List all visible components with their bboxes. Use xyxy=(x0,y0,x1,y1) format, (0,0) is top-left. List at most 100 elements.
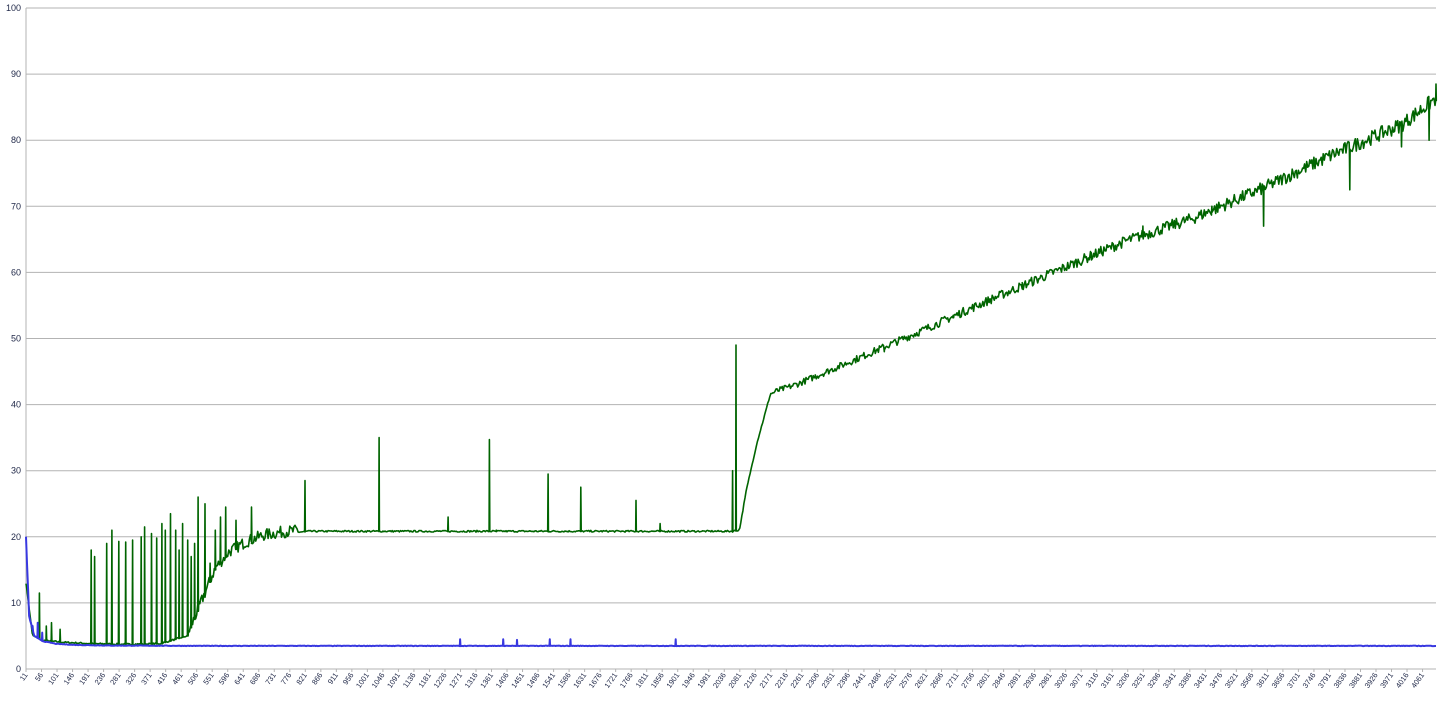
x-tick-label: 1901 xyxy=(664,671,681,690)
x-tick-label: 1451 xyxy=(509,671,526,690)
x-tick-label: 2216 xyxy=(773,671,790,690)
x-tick-label: 2981 xyxy=(1037,671,1054,690)
y-tick-label: 0 xyxy=(16,664,21,674)
y-tick-label: 30 xyxy=(11,466,21,476)
x-tick-label: 2801 xyxy=(975,671,992,690)
x-tick-label: 326 xyxy=(124,671,139,686)
x-tick-label: 1361 xyxy=(478,671,495,690)
x-axis-ticks: 11 56 101 146 191 236 281 326 371 416 461 506 551 596… xyxy=(18,669,1426,690)
x-tick-label: 506 xyxy=(186,671,201,686)
x-tick-label: 1091 xyxy=(385,671,402,690)
x-tick-label: 3701 xyxy=(1285,671,1302,690)
y-tick-label: 100 xyxy=(6,3,21,13)
x-tick-label: 1001 xyxy=(354,671,371,690)
x-tick-label: 2936 xyxy=(1021,671,1038,690)
x-tick-label: 3836 xyxy=(1332,671,1349,690)
y-axis-ticks: 0 10 20 30 40 50 60 70 80 90 100 xyxy=(6,3,21,674)
gridlines xyxy=(25,7,1436,670)
x-tick-label: 1271 xyxy=(447,671,464,690)
x-tick-label: 2486 xyxy=(866,671,883,690)
x-tick-label: 2261 xyxy=(789,671,806,690)
y-tick-label: 70 xyxy=(11,201,21,211)
x-tick-label: 2081 xyxy=(726,671,743,690)
x-tick-label: 56 xyxy=(33,671,45,683)
x-tick-label: 2306 xyxy=(804,671,821,690)
x-tick-label: 3521 xyxy=(1223,671,1240,690)
x-tick-label: 2666 xyxy=(928,671,945,690)
x-tick-label: 2846 xyxy=(990,671,1007,690)
series-line-2 xyxy=(25,536,1436,648)
x-tick-label: 416 xyxy=(155,671,170,686)
x-tick-label: 2036 xyxy=(711,671,728,690)
x-tick-label: 2531 xyxy=(882,671,899,690)
x-tick-label: 1406 xyxy=(494,671,511,690)
series-lines xyxy=(25,83,1438,648)
x-tick-label: 3881 xyxy=(1347,671,1364,690)
y-tick-label: 50 xyxy=(11,334,21,344)
x-tick-label: 1946 xyxy=(680,671,697,690)
x-tick-label: 3341 xyxy=(1161,671,1178,690)
x-tick-label: 1766 xyxy=(618,671,635,690)
y-tick-label: 80 xyxy=(11,135,21,145)
y-tick-label: 40 xyxy=(11,400,21,410)
x-tick-label: 2396 xyxy=(835,671,852,690)
x-tick-label: 3431 xyxy=(1192,671,1209,690)
x-tick-label: 1046 xyxy=(370,671,387,690)
x-tick-label: 2126 xyxy=(742,671,759,690)
x-tick-label: 3971 xyxy=(1378,671,1395,690)
x-tick-label: 1991 xyxy=(695,671,712,690)
x-tick-label: 191 xyxy=(77,671,92,686)
x-tick-label: 1811 xyxy=(634,671,651,689)
x-tick-label: 146 xyxy=(62,671,77,686)
x-tick-label: 3071 xyxy=(1068,671,1085,690)
x-tick-label: 776 xyxy=(279,671,294,686)
x-tick-label: 1676 xyxy=(587,671,604,690)
x-tick-label: 596 xyxy=(217,671,232,686)
x-tick-label: 911 xyxy=(326,671,340,686)
x-tick-label: 101 xyxy=(46,671,61,686)
x-tick-label: 2756 xyxy=(959,671,976,690)
x-tick-label: 3251 xyxy=(1130,671,1147,690)
x-tick-label: 1856 xyxy=(649,671,666,690)
x-tick-label: 3161 xyxy=(1099,671,1116,690)
x-tick-label: 3296 xyxy=(1145,671,1162,690)
x-tick-label: 3656 xyxy=(1270,671,1287,690)
x-tick-label: 236 xyxy=(93,671,108,686)
x-tick-label: 1586 xyxy=(556,671,573,690)
x-tick-label: 2621 xyxy=(913,671,930,690)
x-tick-label: 3611 xyxy=(1254,671,1271,689)
x-tick-label: 821 xyxy=(294,671,309,686)
x-tick-label: 686 xyxy=(248,671,263,686)
x-tick-label: 4016 xyxy=(1394,671,1411,690)
x-tick-label: 1316 xyxy=(463,671,480,690)
x-tick-label: 551 xyxy=(201,671,216,686)
x-tick-label: 11 xyxy=(18,671,30,683)
x-tick-label: 3746 xyxy=(1301,671,1318,690)
y-tick-label: 60 xyxy=(11,267,21,277)
x-tick-label: 2891 xyxy=(1006,671,1023,690)
y-tick-label: 10 xyxy=(11,598,21,608)
x-tick-label: 2711 xyxy=(944,671,961,689)
x-tick-label: 4061 xyxy=(1409,671,1426,690)
series-line-1 xyxy=(25,83,1438,646)
x-tick-label: 641 xyxy=(232,671,247,686)
y-tick-label: 90 xyxy=(11,69,21,79)
x-tick-label: 3566 xyxy=(1239,671,1256,690)
x-tick-label: 2171 xyxy=(758,671,775,690)
x-tick-label: 3926 xyxy=(1363,671,1380,690)
x-tick-label: 461 xyxy=(170,671,185,686)
x-tick-label: 3791 xyxy=(1316,671,1333,690)
x-tick-label: 1496 xyxy=(525,671,542,690)
x-tick-label: 3206 xyxy=(1114,671,1131,690)
x-tick-label: 3026 xyxy=(1052,671,1069,690)
x-tick-label: 371 xyxy=(139,671,154,686)
x-tick-label: 1721 xyxy=(602,671,619,690)
y-tick-label: 20 xyxy=(11,532,21,542)
x-tick-label: 3116 xyxy=(1084,671,1101,689)
x-tick-label: 3476 xyxy=(1208,671,1225,690)
x-tick-label: 1631 xyxy=(571,671,588,690)
x-tick-label: 281 xyxy=(108,671,123,686)
x-tick-label: 1541 xyxy=(540,671,557,690)
x-tick-label: 2441 xyxy=(851,671,868,690)
